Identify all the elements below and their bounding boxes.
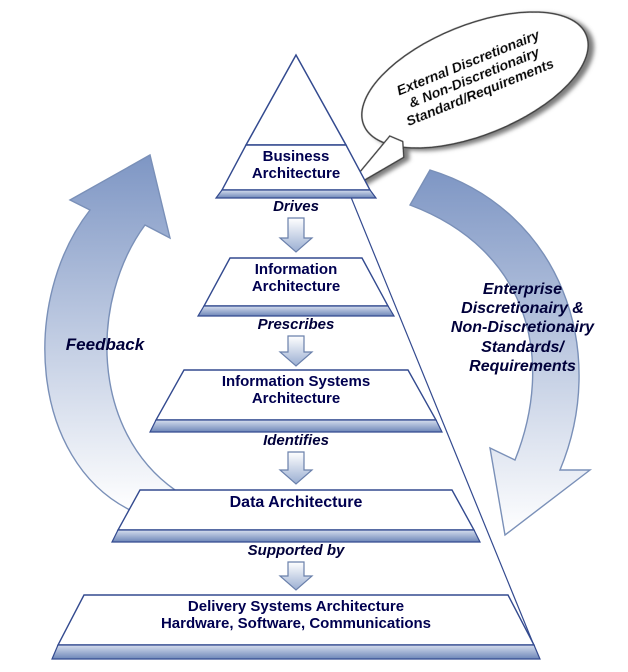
layer-label-biz: BusinessArchitecture	[222, 149, 370, 194]
layer-label-isys: Information SystemsArchitecture	[156, 374, 436, 424]
connector-label-3: Supported by	[196, 542, 396, 560]
layer-label-data: Data Architecture	[118, 494, 474, 534]
connector-label-2: Identifies	[196, 432, 396, 450]
feedback-label: Feedback	[40, 335, 170, 359]
feedback-arrow	[45, 155, 175, 510]
layer-label-deliv: Delivery Systems ArchitectureHardware, S…	[58, 599, 534, 649]
connector-label-1: Prescribes	[196, 316, 396, 334]
connector-label-0: Drives	[196, 198, 396, 216]
layer-label-info: InformationArchitecture	[204, 262, 388, 310]
enterprise-label: EnterpriseDiscretionairy &Non-Discretion…	[430, 280, 615, 390]
diagram-stage: External Discretionairy& Non-Discretiona…	[0, 0, 628, 667]
